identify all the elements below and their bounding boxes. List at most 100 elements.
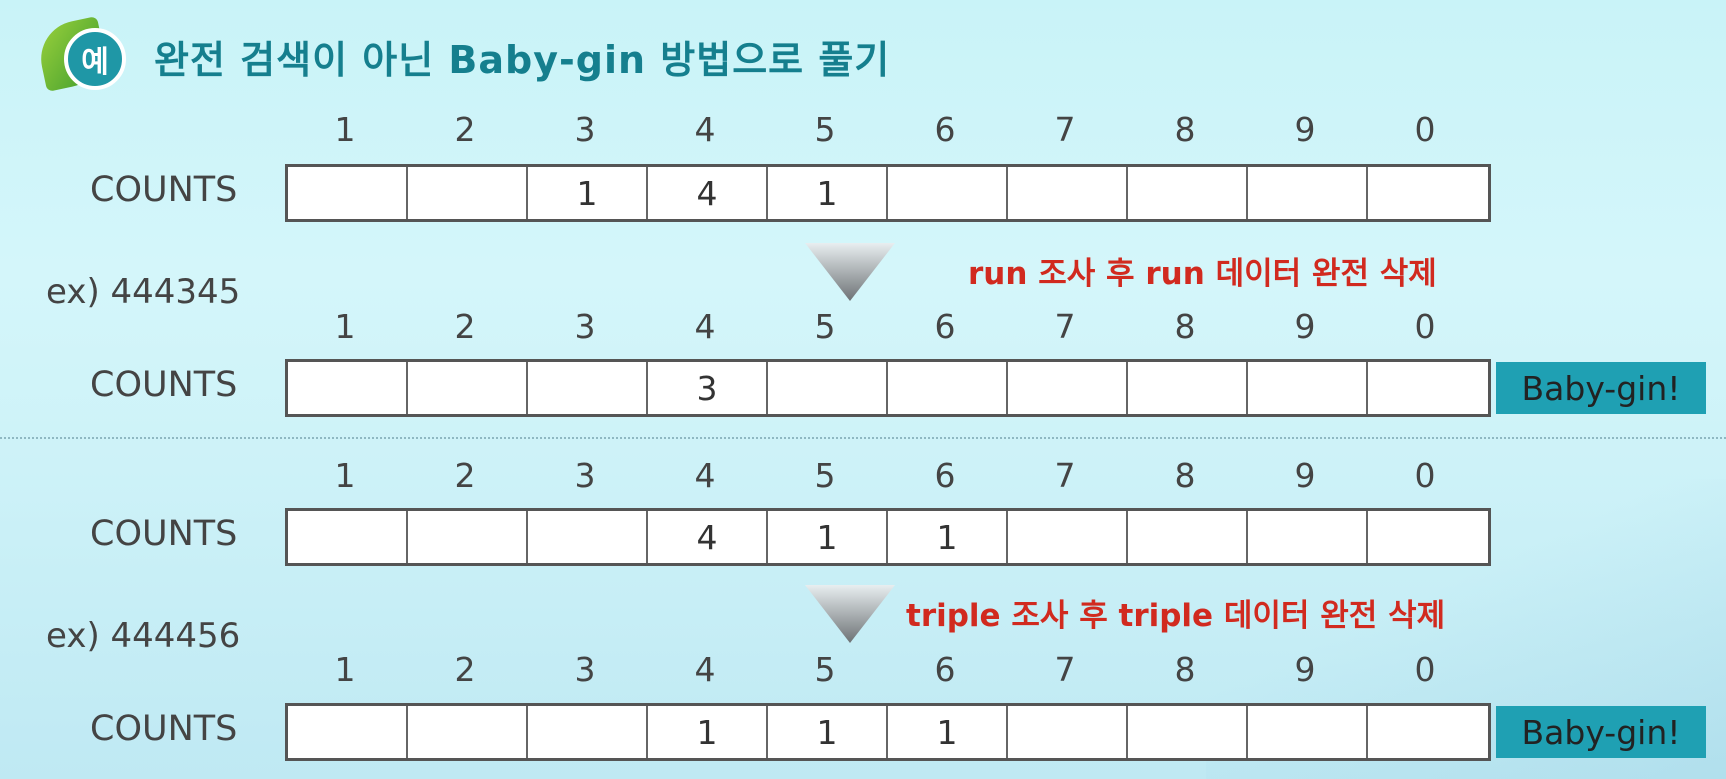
count-cell <box>288 167 408 219</box>
digit-label: 5 <box>814 456 836 495</box>
down-arrow-icon <box>805 243 895 301</box>
count-cell <box>1248 362 1368 414</box>
digit-label: 0 <box>1414 307 1436 346</box>
digit-label: 5 <box>814 307 836 346</box>
babygin-result-badge: Baby-gin! <box>1496 362 1706 414</box>
count-cell <box>408 167 528 219</box>
digit-label: 3 <box>574 650 596 689</box>
example-label: ex) 444345 <box>46 272 241 312</box>
count-cell <box>1128 706 1248 758</box>
slide-title: 완전 검색이 아닌 Baby-gin 방법으로 풀기 <box>154 37 891 82</box>
digit-label: 1 <box>334 650 356 689</box>
counts-label: COUNTS <box>90 365 238 405</box>
digit-label: 7 <box>1054 110 1076 149</box>
example-label: ex) 444456 <box>46 616 241 656</box>
digit-header-row: 1 2 3 4 5 6 7 8 9 0 <box>285 650 1485 689</box>
count-cell <box>1368 511 1488 563</box>
digit-label: 6 <box>934 650 956 689</box>
count-cell: 1 <box>888 706 1008 758</box>
count-cell <box>1368 362 1488 414</box>
digit-label: 7 <box>1054 650 1076 689</box>
count-cell: 1 <box>648 706 768 758</box>
digit-header-row: 1 2 3 4 5 6 7 8 9 0 <box>285 307 1485 346</box>
counts-array: 3 <box>285 359 1491 417</box>
count-cell: 1 <box>768 706 888 758</box>
step-note: run 조사 후 run 데이터 완전 삭제 <box>968 256 1437 292</box>
counts-array: 1 1 1 <box>285 703 1491 761</box>
digit-label: 4 <box>694 110 716 149</box>
digit-label: 3 <box>574 456 596 495</box>
digit-label: 7 <box>1054 456 1076 495</box>
counts-label: COUNTS <box>90 709 238 749</box>
digit-label: 4 <box>694 456 716 495</box>
digit-label: 0 <box>1414 456 1436 495</box>
counts-array: 4 1 1 <box>285 508 1491 566</box>
digit-label: 2 <box>454 110 476 149</box>
count-cell <box>1248 511 1368 563</box>
babygin-result-badge: Baby-gin! <box>1496 706 1706 758</box>
count-cell <box>528 706 648 758</box>
digit-label: 9 <box>1294 650 1316 689</box>
count-cell <box>1008 167 1128 219</box>
count-cell <box>528 362 648 414</box>
digit-label: 8 <box>1174 456 1196 495</box>
digit-label: 8 <box>1174 110 1196 149</box>
digit-header-row: 1 2 3 4 5 6 7 8 9 0 <box>285 456 1485 495</box>
digit-label: 2 <box>454 307 476 346</box>
counts-label: COUNTS <box>90 514 238 554</box>
count-cell <box>768 362 888 414</box>
count-cell: 1 <box>768 511 888 563</box>
counts-array: 1 4 1 <box>285 164 1491 222</box>
count-cell: 4 <box>648 167 768 219</box>
count-cell <box>1128 167 1248 219</box>
count-cell <box>888 362 1008 414</box>
count-cell <box>528 511 648 563</box>
digit-label: 9 <box>1294 307 1316 346</box>
count-cell <box>288 362 408 414</box>
count-cell: 3 <box>648 362 768 414</box>
digit-label: 1 <box>334 110 356 149</box>
count-cell <box>288 511 408 563</box>
down-arrow-icon <box>805 585 895 643</box>
count-cell <box>1368 167 1488 219</box>
digit-label: 2 <box>454 456 476 495</box>
count-cell <box>888 167 1008 219</box>
digit-label: 9 <box>1294 110 1316 149</box>
step-note: triple 조사 후 triple 데이터 완전 삭제 <box>906 598 1446 634</box>
digit-label: 1 <box>334 307 356 346</box>
count-cell <box>288 706 408 758</box>
badge-label: 예 <box>64 28 126 90</box>
digit-label: 0 <box>1414 110 1436 149</box>
digit-label: 6 <box>934 456 956 495</box>
count-cell: 1 <box>528 167 648 219</box>
digit-label: 1 <box>334 456 356 495</box>
digit-label: 7 <box>1054 307 1076 346</box>
count-cell <box>1128 511 1248 563</box>
counts-label: COUNTS <box>90 170 238 210</box>
count-cell <box>408 511 528 563</box>
digit-label: 9 <box>1294 456 1316 495</box>
count-cell <box>1008 706 1128 758</box>
count-cell: 1 <box>888 511 1008 563</box>
digit-label: 0 <box>1414 650 1436 689</box>
digit-label: 3 <box>574 110 596 149</box>
digit-label: 6 <box>934 307 956 346</box>
digit-label: 8 <box>1174 307 1196 346</box>
count-cell <box>1368 706 1488 758</box>
digit-header-row: 1 2 3 4 5 6 7 8 9 0 <box>285 110 1485 149</box>
digit-label: 4 <box>694 650 716 689</box>
digit-label: 8 <box>1174 650 1196 689</box>
digit-label: 4 <box>694 307 716 346</box>
count-cell <box>1008 362 1128 414</box>
count-cell <box>408 362 528 414</box>
count-cell <box>1128 362 1248 414</box>
count-cell <box>1248 167 1368 219</box>
count-cell <box>1248 706 1368 758</box>
count-cell <box>1008 511 1128 563</box>
section-divider <box>0 437 1726 439</box>
example-badge: 예 <box>34 16 132 96</box>
count-cell: 4 <box>648 511 768 563</box>
digit-label: 3 <box>574 307 596 346</box>
digit-label: 5 <box>814 110 836 149</box>
digit-label: 6 <box>934 110 956 149</box>
